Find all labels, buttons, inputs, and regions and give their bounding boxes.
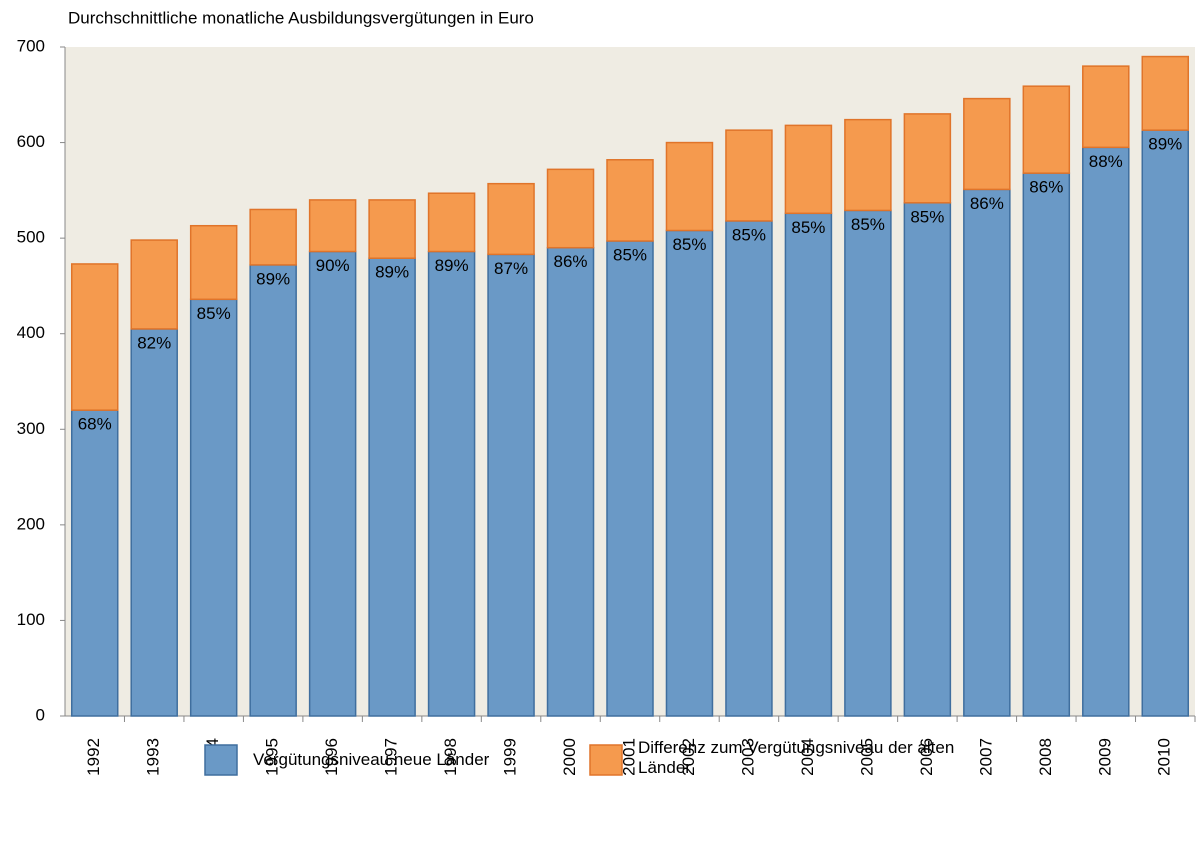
bar-segment [130, 328, 178, 717]
bar-segment [963, 188, 1011, 717]
data-label: 85% [791, 218, 825, 237]
x-tick-label: 2007 [976, 738, 995, 776]
x-tick-label: 2003 [738, 738, 757, 776]
legend-label: Vergütungsniveau neue Länder [253, 750, 490, 769]
legend-label: Differenz zum Vergütungsniveau der alten… [638, 738, 955, 777]
y-tick-label: 200 [17, 514, 45, 533]
x-tick-label: 2000 [560, 738, 579, 776]
y-tick-label: 500 [17, 228, 45, 247]
x-tick-label: 2010 [1155, 738, 1174, 776]
data-label: 85% [732, 225, 766, 244]
bar-segment [427, 192, 476, 253]
x-tick-label: 2006 [917, 738, 936, 776]
chart-title: Durchschnittliche monatliche Ausbildungs… [68, 8, 534, 27]
bar-segment [784, 124, 833, 215]
data-label: 86% [1029, 178, 1063, 197]
bar-segment [70, 263, 119, 411]
bar-segment [249, 208, 297, 266]
x-tick-label: 1992 [84, 738, 103, 776]
data-label: 90% [316, 256, 350, 275]
x-tick-label: 1999 [501, 738, 520, 776]
y-tick-label: 600 [17, 132, 45, 151]
bar-segment [546, 168, 595, 249]
x-tick-label: 2001 [619, 738, 638, 776]
x-tick-label: 1995 [263, 738, 282, 776]
bar-segment [606, 159, 654, 242]
bar-segment [665, 141, 714, 232]
x-tick-label: 2005 [857, 738, 876, 776]
x-tick-label: 1998 [441, 738, 460, 776]
bar-segment [189, 298, 238, 717]
bar-segment [903, 113, 952, 204]
bar-segment [70, 409, 119, 717]
x-tick-label: 2008 [1036, 738, 1055, 776]
y-tick-label: 0 [36, 705, 45, 724]
bar-segment [725, 220, 773, 717]
y-tick-label: 300 [17, 419, 45, 438]
bar-segment [427, 250, 476, 717]
data-label: 87% [494, 259, 528, 278]
bar-segment [487, 253, 535, 717]
data-label: 82% [137, 333, 171, 352]
x-tick-label: 1997 [382, 738, 401, 776]
bar-segment [368, 257, 416, 717]
bar-segment [308, 199, 357, 253]
bar-segment [1082, 146, 1130, 717]
y-tick-label: 100 [17, 610, 45, 629]
bar-segment [1022, 172, 1071, 717]
data-label: 68% [78, 415, 112, 434]
y-tick-label: 400 [17, 323, 45, 342]
data-label: 89% [1148, 135, 1182, 154]
data-label: 86% [554, 252, 588, 271]
y-tick-label: 700 [17, 36, 45, 55]
data-label: 85% [910, 207, 944, 226]
bar-segment [130, 239, 178, 330]
bar-segment [665, 229, 714, 717]
bar-segment [249, 264, 297, 717]
legend-swatch [204, 744, 238, 776]
bar-segment [844, 118, 892, 212]
bar-segment [189, 224, 238, 301]
bar-segment [606, 240, 654, 717]
x-tick-label: 2004 [798, 738, 817, 776]
bar-segment [1141, 55, 1190, 131]
bar-segment [1082, 65, 1130, 149]
bar-segment [1022, 85, 1071, 174]
bar-segment [903, 202, 952, 717]
legend-swatch [589, 744, 623, 776]
bar-segment [963, 97, 1011, 191]
bar-segment [308, 250, 357, 717]
bar-segment [1141, 129, 1190, 717]
data-label: 89% [256, 269, 290, 288]
data-label: 86% [970, 194, 1004, 213]
data-label: 88% [1089, 152, 1123, 171]
bar-segment [546, 246, 595, 717]
data-label: 85% [197, 304, 231, 323]
x-tick-label: 1993 [144, 738, 163, 776]
bar-segment [487, 182, 535, 256]
data-label: 85% [613, 245, 647, 264]
data-label: 85% [672, 235, 706, 254]
bar-segment [725, 129, 773, 222]
data-label: 85% [851, 215, 885, 234]
x-tick-label: 1996 [322, 738, 341, 776]
x-tick-label: 2009 [1095, 738, 1114, 776]
data-label: 89% [435, 256, 469, 275]
bar-segment [368, 199, 416, 259]
x-tick-label: 2002 [679, 738, 698, 776]
bar-segment [784, 212, 833, 717]
bar-segment [844, 209, 892, 717]
data-label: 89% [375, 263, 409, 282]
